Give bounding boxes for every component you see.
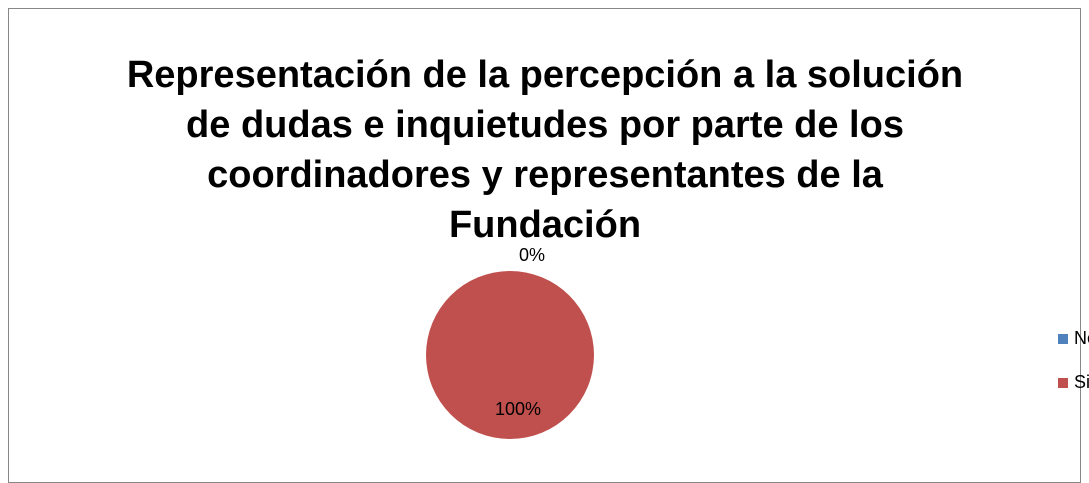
legend-swatch (1058, 378, 1068, 388)
data-label: 100% (495, 399, 541, 419)
legend-label: No (1074, 328, 1089, 348)
chart-title: Representación de la percepción a la sol… (126, 54, 964, 246)
data-label: 0% (519, 245, 545, 265)
legend-label: Si (1074, 372, 1089, 392)
legend-swatch (1058, 334, 1068, 344)
pie-slice (426, 271, 594, 439)
